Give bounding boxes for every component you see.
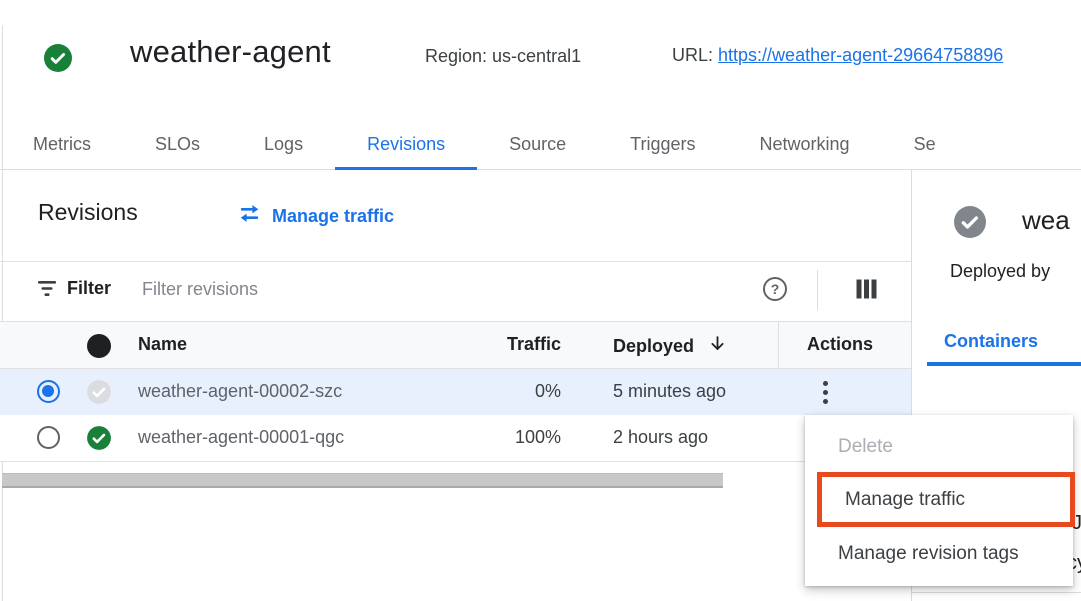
side-panel-section-divider xyxy=(911,592,1081,593)
service-status-green-check-icon xyxy=(44,44,72,72)
gray-check-icon xyxy=(86,379,112,405)
horizontal-scrollbar[interactable] xyxy=(2,473,723,488)
column-header-deployed-label: Deployed xyxy=(613,335,695,356)
tab-revisions[interactable]: Revisions xyxy=(335,120,478,170)
filter-revisions-input[interactable] xyxy=(142,272,592,306)
swap-arrows-icon xyxy=(238,202,261,230)
filter-label: Filter xyxy=(67,278,112,298)
sort-arrow-down-icon xyxy=(708,334,727,358)
revision-radio-selected[interactable] xyxy=(37,380,60,403)
service-url-link[interactable]: https://weather-agent-29664758896 xyxy=(718,45,1004,65)
containers-tab-underline xyxy=(927,362,1081,366)
tab-containers[interactable]: Containers xyxy=(944,331,1039,351)
page-title: weather-agent xyxy=(130,34,331,69)
url-label: URL: xyxy=(672,45,714,65)
table-header xyxy=(0,322,911,369)
tab-logs[interactable]: Logs xyxy=(264,134,304,154)
revision-name[interactable]: weather-agent-00002-szc xyxy=(138,381,343,401)
column-display-options-icon[interactable] xyxy=(855,278,878,305)
service-url: URL: https://weather-agent-29664758896 xyxy=(672,45,1003,66)
revision-radio-unselected[interactable] xyxy=(37,426,60,449)
revision-traffic: 100% xyxy=(514,427,561,447)
table-row[interactable]: weather-agent-00001-qgc 100% 2 hours ago xyxy=(0,415,911,462)
filter-icon xyxy=(36,279,58,304)
menu-item-manage-traffic[interactable]: Manage traffic xyxy=(845,488,966,510)
column-header-traffic[interactable]: Traffic xyxy=(506,334,561,354)
menu-item-manage-revision-tags[interactable]: Manage revision tags xyxy=(838,543,1019,564)
svg-text:?: ? xyxy=(771,281,780,297)
revisions-heading: Revisions xyxy=(38,199,138,225)
filter-bar xyxy=(0,262,911,322)
tab-security-truncated[interactable]: Se xyxy=(913,134,936,154)
toolbar-divider xyxy=(817,270,818,310)
annotation-highlight-box: Manage traffic xyxy=(817,472,1075,527)
row-actions-kebab-icon[interactable] xyxy=(815,375,835,409)
side-panel-revision-title: wea xyxy=(1022,205,1070,235)
column-header-deployed[interactable]: Deployed xyxy=(613,334,727,358)
tab-metrics[interactable]: Metrics xyxy=(33,134,91,154)
tab-source[interactable]: Source xyxy=(509,134,567,154)
revisions-section-header xyxy=(0,170,911,262)
column-header-actions: Actions xyxy=(807,334,874,354)
tab-bar: Metrics SLOs Logs Revisions Source Trigg… xyxy=(0,120,1081,170)
tab-networking[interactable]: Networking xyxy=(759,134,850,154)
menu-item-delete: Delete xyxy=(838,436,893,457)
revision-deployed: 5 minutes ago xyxy=(613,381,727,401)
select-all-circle[interactable] xyxy=(87,334,111,358)
occluded-text-fragment: J xyxy=(1072,512,1081,534)
deployed-by-label: Deployed by xyxy=(950,261,1051,281)
manage-traffic-button[interactable]: Manage traffic xyxy=(238,202,394,230)
row-actions-context-menu: Delete Manage traffic Manage revision ta… xyxy=(805,415,1075,586)
revision-name[interactable]: weather-agent-00001-qgc xyxy=(138,427,345,447)
table-row[interactable]: weather-agent-00002-szc 0% 5 minutes ago xyxy=(0,369,911,415)
window-edge xyxy=(2,25,3,601)
manage-traffic-button-label: Manage traffic xyxy=(272,205,395,226)
help-icon[interactable]: ? xyxy=(762,276,788,307)
revision-status-gray-check-icon xyxy=(954,206,986,238)
column-header-name[interactable]: Name xyxy=(138,334,188,354)
revision-deployed: 2 hours ago xyxy=(613,427,709,447)
green-check-icon xyxy=(86,425,112,451)
side-panel-divider xyxy=(911,170,912,601)
region-label: Region: us-central1 xyxy=(425,46,582,66)
tab-slos[interactable]: SLOs xyxy=(155,134,201,154)
revision-traffic: 0% xyxy=(534,381,561,401)
tab-triggers[interactable]: Triggers xyxy=(630,134,696,154)
